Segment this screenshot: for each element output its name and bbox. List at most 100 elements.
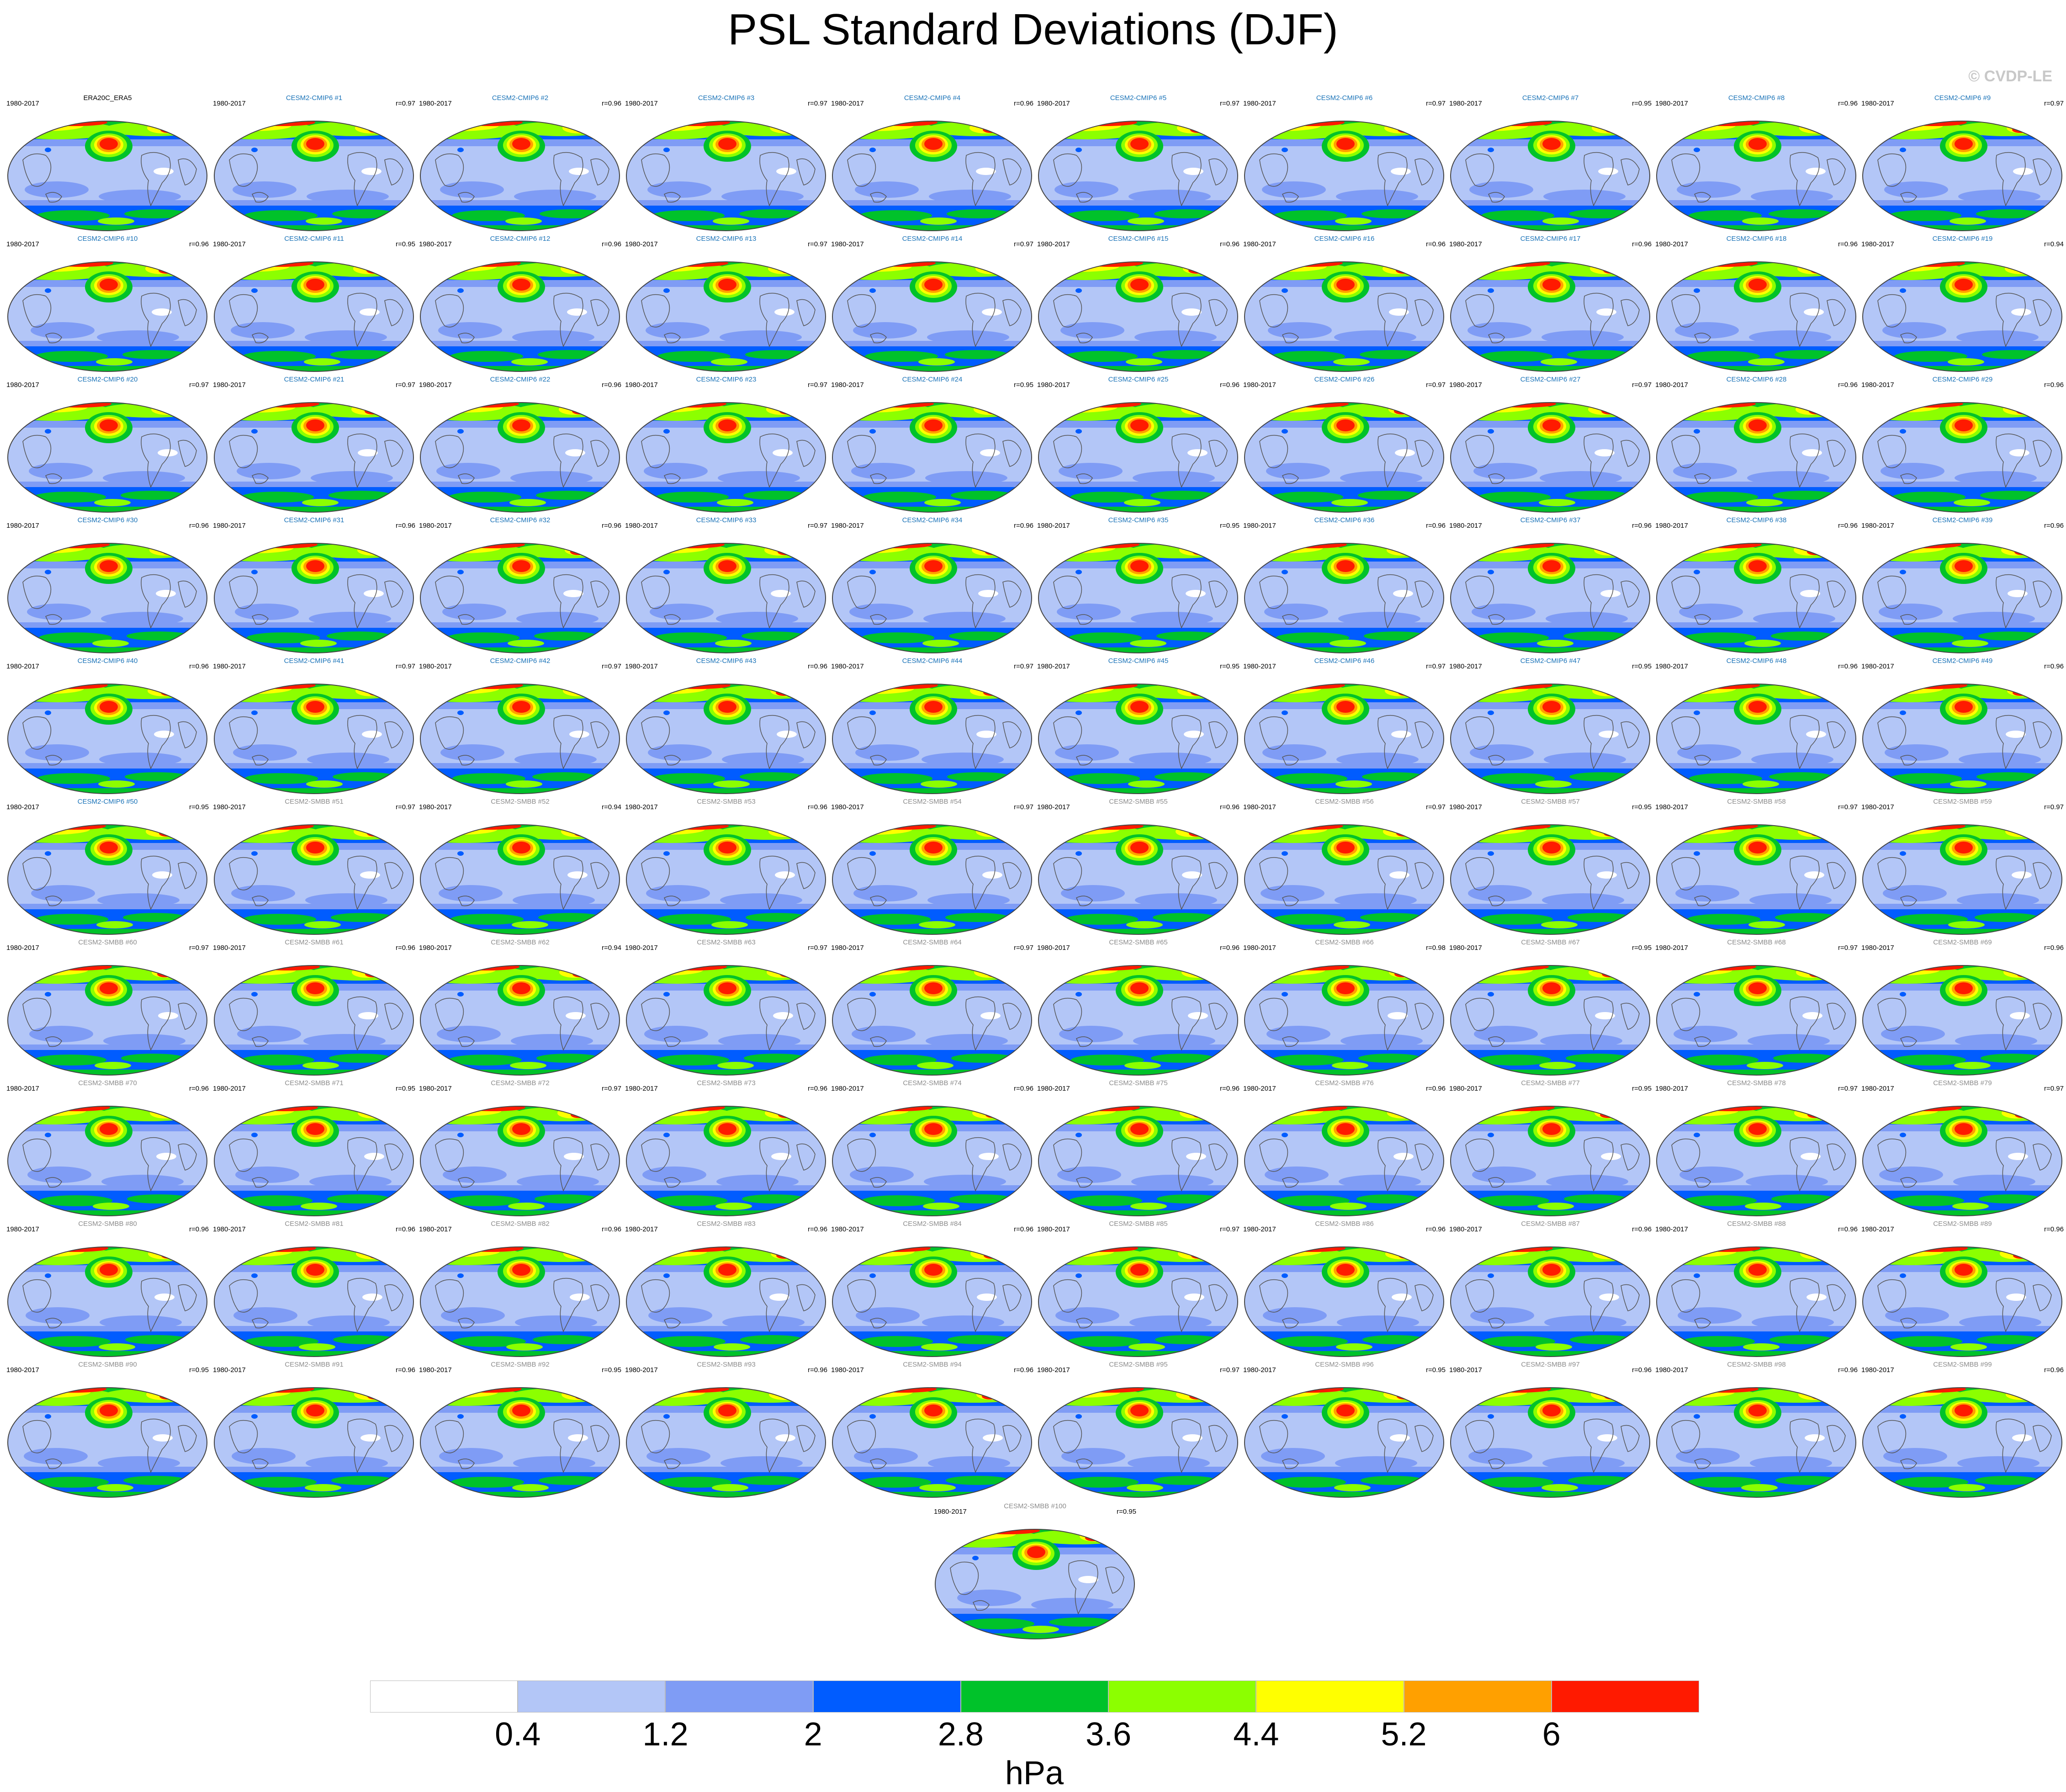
map-plot xyxy=(7,684,207,794)
psl-std-field xyxy=(935,1529,1134,1639)
panel-title: CESM2-SMBB #54 xyxy=(903,798,962,806)
panel-period: 1980-2017 xyxy=(1655,522,1688,530)
panel-pattern-correlation: r=0.96 xyxy=(1220,240,1240,248)
map-plot xyxy=(1656,261,1856,372)
panel-title: CESM2-CMIP6 #8 xyxy=(1728,94,1785,102)
panel-title: CESM2-CMIP6 #10 xyxy=(77,235,138,243)
map-plot xyxy=(420,261,620,372)
psl-std-field xyxy=(1657,262,1856,371)
map-border xyxy=(1862,402,2062,513)
panel-pattern-correlation: r=0.97 xyxy=(1220,1366,1240,1374)
panel-title: CESM2-CMIP6 #9 xyxy=(1934,94,1991,102)
panel-period: 1980-2017 xyxy=(1861,1225,1894,1233)
colorbar xyxy=(370,1681,1699,1712)
panel-pattern-correlation: r=0.95 xyxy=(189,803,209,811)
psl-std-field xyxy=(1245,684,1444,794)
map-border xyxy=(1656,1387,1856,1498)
panel-period: 1980-2017 xyxy=(419,240,452,248)
map-plot xyxy=(1656,1387,1856,1498)
psl-std-field xyxy=(1657,825,1856,934)
panel-period: 1980-2017 xyxy=(419,663,452,670)
colorbar-swatch xyxy=(1256,1681,1404,1712)
panel-pattern-correlation: r=0.96 xyxy=(1426,1225,1446,1233)
panel-pattern-correlation: r=0.95 xyxy=(1220,522,1240,530)
panel-pattern-correlation: r=0.97 xyxy=(602,663,621,670)
panel-pattern-correlation: r=0.96 xyxy=(396,944,415,952)
panel-period: 1980-2017 xyxy=(419,522,452,530)
map-border xyxy=(7,1387,207,1498)
psl-std-field xyxy=(1863,543,2062,653)
map-border xyxy=(1450,402,1650,513)
psl-std-field xyxy=(214,1247,413,1357)
map-plot xyxy=(1656,121,1856,231)
psl-std-field xyxy=(1245,1106,1444,1216)
psl-std-field xyxy=(1245,1247,1444,1357)
map-panel: CESM2-SMBB #71 1980-2017 r=0.95 xyxy=(211,1076,417,1218)
colorbar-swatch xyxy=(813,1681,961,1712)
panel-period: 1980-2017 xyxy=(831,944,864,952)
panel-title: CESM2-CMIP6 #30 xyxy=(77,516,138,524)
panel-pattern-correlation: r=0.96 xyxy=(2044,663,2064,670)
map-panel: CESM2-CMIP6 #27 1980-2017 r=0.97 xyxy=(1447,373,1653,514)
panel-pattern-correlation: r=0.97 xyxy=(1426,663,1446,670)
map-plot xyxy=(1038,543,1238,653)
panel-title: CESM2-SMBB #79 xyxy=(1933,1079,1992,1087)
panel-period: 1980-2017 xyxy=(1243,663,1276,670)
map-plot xyxy=(1656,543,1856,653)
map-plot xyxy=(1656,684,1856,794)
panel-period: 1980-2017 xyxy=(213,944,246,952)
psl-std-field xyxy=(214,403,413,512)
panel-title: CESM2-SMBB #96 xyxy=(1315,1361,1374,1368)
map-panel: CESM2-SMBB #70 1980-2017 r=0.96 xyxy=(5,1076,211,1218)
psl-std-field xyxy=(1038,121,1238,231)
map-panel: CESM2-SMBB #59 1980-2017 r=0.97 xyxy=(1859,795,2066,937)
map-plot xyxy=(626,1106,826,1216)
map-border xyxy=(420,965,620,1076)
panel-title: CESM2-SMBB #71 xyxy=(285,1079,344,1087)
panel-period: 1980-2017 xyxy=(831,803,864,811)
panel-title: CESM2-SMBB #60 xyxy=(78,938,137,946)
map-border xyxy=(1038,1246,1238,1357)
psl-std-field xyxy=(1245,1388,1444,1497)
map-panel: CESM2-SMBB #100 1980-2017 r=0.95 xyxy=(932,1500,1138,1641)
psl-std-field xyxy=(1038,1106,1238,1216)
psl-std-field xyxy=(626,825,826,934)
map-panel: CESM2-CMIP6 #20 1980-2017 r=0.97 xyxy=(5,373,211,514)
psl-std-field xyxy=(8,684,207,794)
psl-std-field xyxy=(214,684,413,794)
map-plot xyxy=(832,1106,1032,1216)
map-border xyxy=(1862,121,2062,231)
map-plot xyxy=(1244,543,1444,653)
map-border xyxy=(1244,121,1444,231)
panel-pattern-correlation: r=0.97 xyxy=(1426,803,1446,811)
panel-title: CESM2-SMBB #67 xyxy=(1521,938,1580,946)
map-border xyxy=(1244,543,1444,653)
panel-title: CESM2-SMBB #59 xyxy=(1933,798,1992,806)
panel-period: 1980-2017 xyxy=(831,100,864,107)
panel-title: CESM2-CMIP6 #27 xyxy=(1520,376,1581,383)
panel-period: 1980-2017 xyxy=(1449,1366,1482,1374)
map-plot xyxy=(1656,965,1856,1076)
panel-pattern-correlation: r=0.97 xyxy=(808,240,827,248)
map-plot xyxy=(935,1529,1135,1639)
panel-period: 1980-2017 xyxy=(1243,1085,1276,1092)
map-panel: CESM2-CMIP6 #30 1980-2017 r=0.96 xyxy=(5,514,211,655)
map-border xyxy=(420,824,620,935)
psl-std-field xyxy=(8,262,207,371)
map-plot xyxy=(832,1387,1032,1498)
psl-std-field xyxy=(832,1106,1032,1216)
map-plot xyxy=(1038,1106,1238,1216)
map-border xyxy=(1450,1387,1650,1498)
panel-period: 1980-2017 xyxy=(1037,240,1070,248)
psl-std-field xyxy=(8,965,207,1075)
map-panel: CESM2-SMBB #69 1980-2017 r=0.96 xyxy=(1859,936,2066,1077)
map-plot xyxy=(1450,402,1650,513)
map-panel: CESM2-CMIP6 #26 1980-2017 r=0.97 xyxy=(1241,373,1447,514)
panel-pattern-correlation: r=0.96 xyxy=(2044,522,2064,530)
psl-std-field xyxy=(8,121,207,231)
map-panel: CESM2-CMIP6 #31 1980-2017 r=0.96 xyxy=(211,514,417,655)
map-panel: CESM2-SMBB #79 1980-2017 r=0.97 xyxy=(1859,1076,2066,1218)
map-plot xyxy=(1450,684,1650,794)
colorbar-tick-label: 2 xyxy=(804,1716,822,1753)
map-panel: CESM2-SMBB #63 1980-2017 r=0.97 xyxy=(623,936,829,1077)
